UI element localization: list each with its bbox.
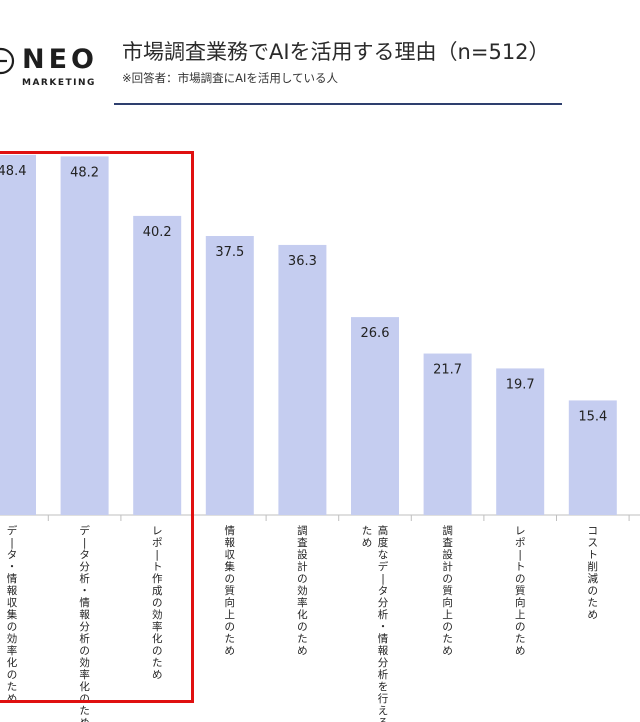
data-label-1: 48.4 [0, 164, 26, 179]
category-label-3: レポ|ト作成の効率化のため [152, 525, 163, 681]
bar-7 [423, 353, 472, 515]
bar-4 [205, 236, 254, 515]
category-label-7: 調査設計の質向上のため [442, 524, 453, 657]
data-label-9: 15.4 [578, 409, 607, 424]
bar-2 [60, 156, 109, 515]
category-label-9: コスト削減のため [588, 525, 599, 621]
respondent-note: ※回答者：市場調査にAIを活用している人 [122, 71, 339, 85]
data-label-4: 37.5 [215, 245, 244, 260]
highlight-box [0, 151, 194, 703]
chart-title: 市場調査業務でAIを活用する理由（n=512） [122, 40, 550, 64]
data-label-3: 40.2 [143, 225, 172, 240]
category-label-4: 情報収集の質向上のため [225, 524, 236, 657]
logo-text: NEO [22, 44, 98, 75]
data-label-5: 36.3 [288, 254, 317, 269]
category-label-1: デ|タ・情報収集の効率化のため [7, 524, 18, 705]
bar-9 [568, 400, 617, 515]
neo-marketing-logo: NEO MARKETING [0, 38, 110, 98]
data-label-6: 26.6 [361, 326, 390, 341]
category-label-6: 高度なデ|タ分析・情報分析を行えるため [362, 524, 389, 722]
title-underline [114, 103, 562, 105]
bar-1 [0, 154, 36, 516]
data-label-8: 19.7 [506, 377, 535, 392]
bar-6 [351, 317, 399, 515]
logo-mark-icon [0, 47, 15, 75]
category-label-2: デ|タ分析・情報分析の効率化のため [79, 524, 90, 722]
category-label-5: 調査設計の効率化のため [297, 524, 308, 657]
bar-8 [496, 368, 545, 515]
data-label-7: 21.7 [433, 363, 462, 378]
data-label-2: 48.2 [70, 165, 99, 180]
logo-subtext: MARKETING [22, 78, 96, 88]
bar-3 [133, 215, 182, 516]
category-label-8: レポ|トの質向上のため [515, 525, 526, 657]
bar-5 [278, 244, 327, 516]
